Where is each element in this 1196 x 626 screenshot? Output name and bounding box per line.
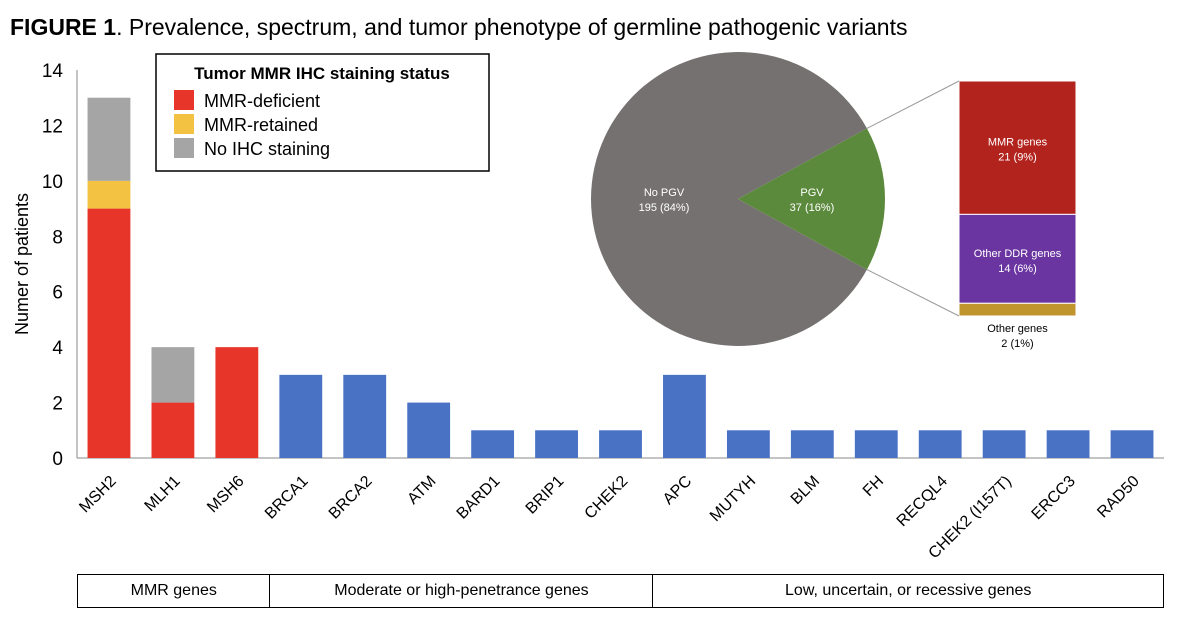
y-axis-title: Numer of patients xyxy=(12,193,32,335)
bar-segment xyxy=(1046,430,1090,458)
x-tick-label: BRIP1 xyxy=(523,473,568,518)
breakdown-label: Other DDR genes xyxy=(974,248,1062,260)
x-tick-label: MLH1 xyxy=(142,473,184,515)
figure-caption: . Prevalence, spectrum, and tumor phenot… xyxy=(116,14,908,40)
x-tick-label: FH xyxy=(860,473,887,500)
bar-segment xyxy=(790,430,834,458)
legend-title: Tumor MMR IHC staining status xyxy=(194,64,450,83)
legend-swatch xyxy=(174,138,194,158)
bar-segment xyxy=(1110,430,1154,458)
pie-value-label: 37 (16%) xyxy=(790,202,835,214)
bar-segment xyxy=(151,347,195,403)
bar-segment xyxy=(87,97,131,181)
legend-label: No IHC staining xyxy=(204,139,330,159)
breakdown-segment xyxy=(958,213,1077,304)
y-tick-label: 12 xyxy=(42,116,63,137)
bar-segment xyxy=(663,374,706,458)
pie-slice-no-pgv xyxy=(591,51,867,346)
y-tick-label: 14 xyxy=(42,61,64,82)
bar-segment xyxy=(279,374,323,458)
breakdown-value-label: 2 (1%) xyxy=(1001,338,1033,350)
x-tick-label: APC xyxy=(660,473,695,508)
x-tick-label: RECQL4 xyxy=(894,473,951,530)
x-tick-label: BARD1 xyxy=(454,473,504,523)
legend-swatch xyxy=(174,114,194,134)
pie-label: No PGV xyxy=(644,187,685,199)
gene-group-table: MMR genes Moderate or high-penetrance gen… xyxy=(77,574,1164,608)
y-tick-label: 0 xyxy=(52,449,63,470)
x-tick-label: BRCA1 xyxy=(262,473,312,523)
breakdown-label: Other genes xyxy=(987,323,1048,335)
gene-group-cell: Moderate or high-penetrance genes xyxy=(269,575,652,607)
y-tick-label: 6 xyxy=(52,283,63,304)
y-tick-label: 4 xyxy=(52,338,63,359)
x-tick-label: RAD50 xyxy=(1094,473,1143,522)
bar-segment xyxy=(151,402,195,458)
y-tick-label: 8 xyxy=(52,227,63,248)
legend-swatch xyxy=(174,90,194,110)
x-tick-label: MSH2 xyxy=(76,473,120,517)
x-tick-label: BLM xyxy=(788,473,823,508)
figure-title: FIGURE 1. Prevalence, spectrum, and tumo… xyxy=(10,14,907,41)
bar-segment xyxy=(854,430,898,458)
bar-segment xyxy=(471,430,515,458)
pie-label: PGV xyxy=(800,187,824,199)
y-tick-label: 2 xyxy=(52,394,63,415)
bar-segment xyxy=(599,430,642,458)
figure-label: FIGURE 1 xyxy=(10,14,117,40)
breakdown-segment xyxy=(958,302,1077,317)
x-tick-label: ATM xyxy=(404,473,439,508)
x-tick-label: MSH6 xyxy=(204,473,248,517)
x-tick-label: MUTYH xyxy=(707,473,759,525)
bar-segment xyxy=(87,180,131,209)
breakdown-value-label: 21 (9%) xyxy=(998,152,1037,164)
bar-segment xyxy=(982,430,1026,458)
bar-segment xyxy=(726,430,770,458)
gene-group-cell: MMR genes xyxy=(130,582,217,599)
y-tick-label: 10 xyxy=(42,172,63,193)
x-tick-label: BRCA2 xyxy=(326,473,376,523)
x-tick-label: CHEK2 xyxy=(582,473,632,523)
x-tick-label: ERCC3 xyxy=(1029,473,1079,523)
breakdown-value-label: 14 (6%) xyxy=(998,263,1037,275)
connector-line xyxy=(866,80,960,129)
breakdown-label: MMR genes xyxy=(988,137,1048,149)
legend-box xyxy=(155,53,490,172)
pie-value-label: 195 (84%) xyxy=(639,202,690,214)
bar-segment xyxy=(215,347,259,458)
bar-segment xyxy=(87,208,131,458)
bar-segment xyxy=(343,374,387,458)
gene-group-cell: Low, uncertain, or recessive genes xyxy=(652,575,1163,607)
bar-segment xyxy=(535,430,578,458)
bar-segment xyxy=(918,430,962,458)
bar-segment xyxy=(407,402,451,458)
connector-line xyxy=(866,269,960,317)
breakdown-segment xyxy=(958,80,1077,215)
pie-slice-pgv xyxy=(738,128,886,270)
legend-label: MMR-deficient xyxy=(204,91,320,111)
legend-label: MMR-retained xyxy=(204,115,318,135)
